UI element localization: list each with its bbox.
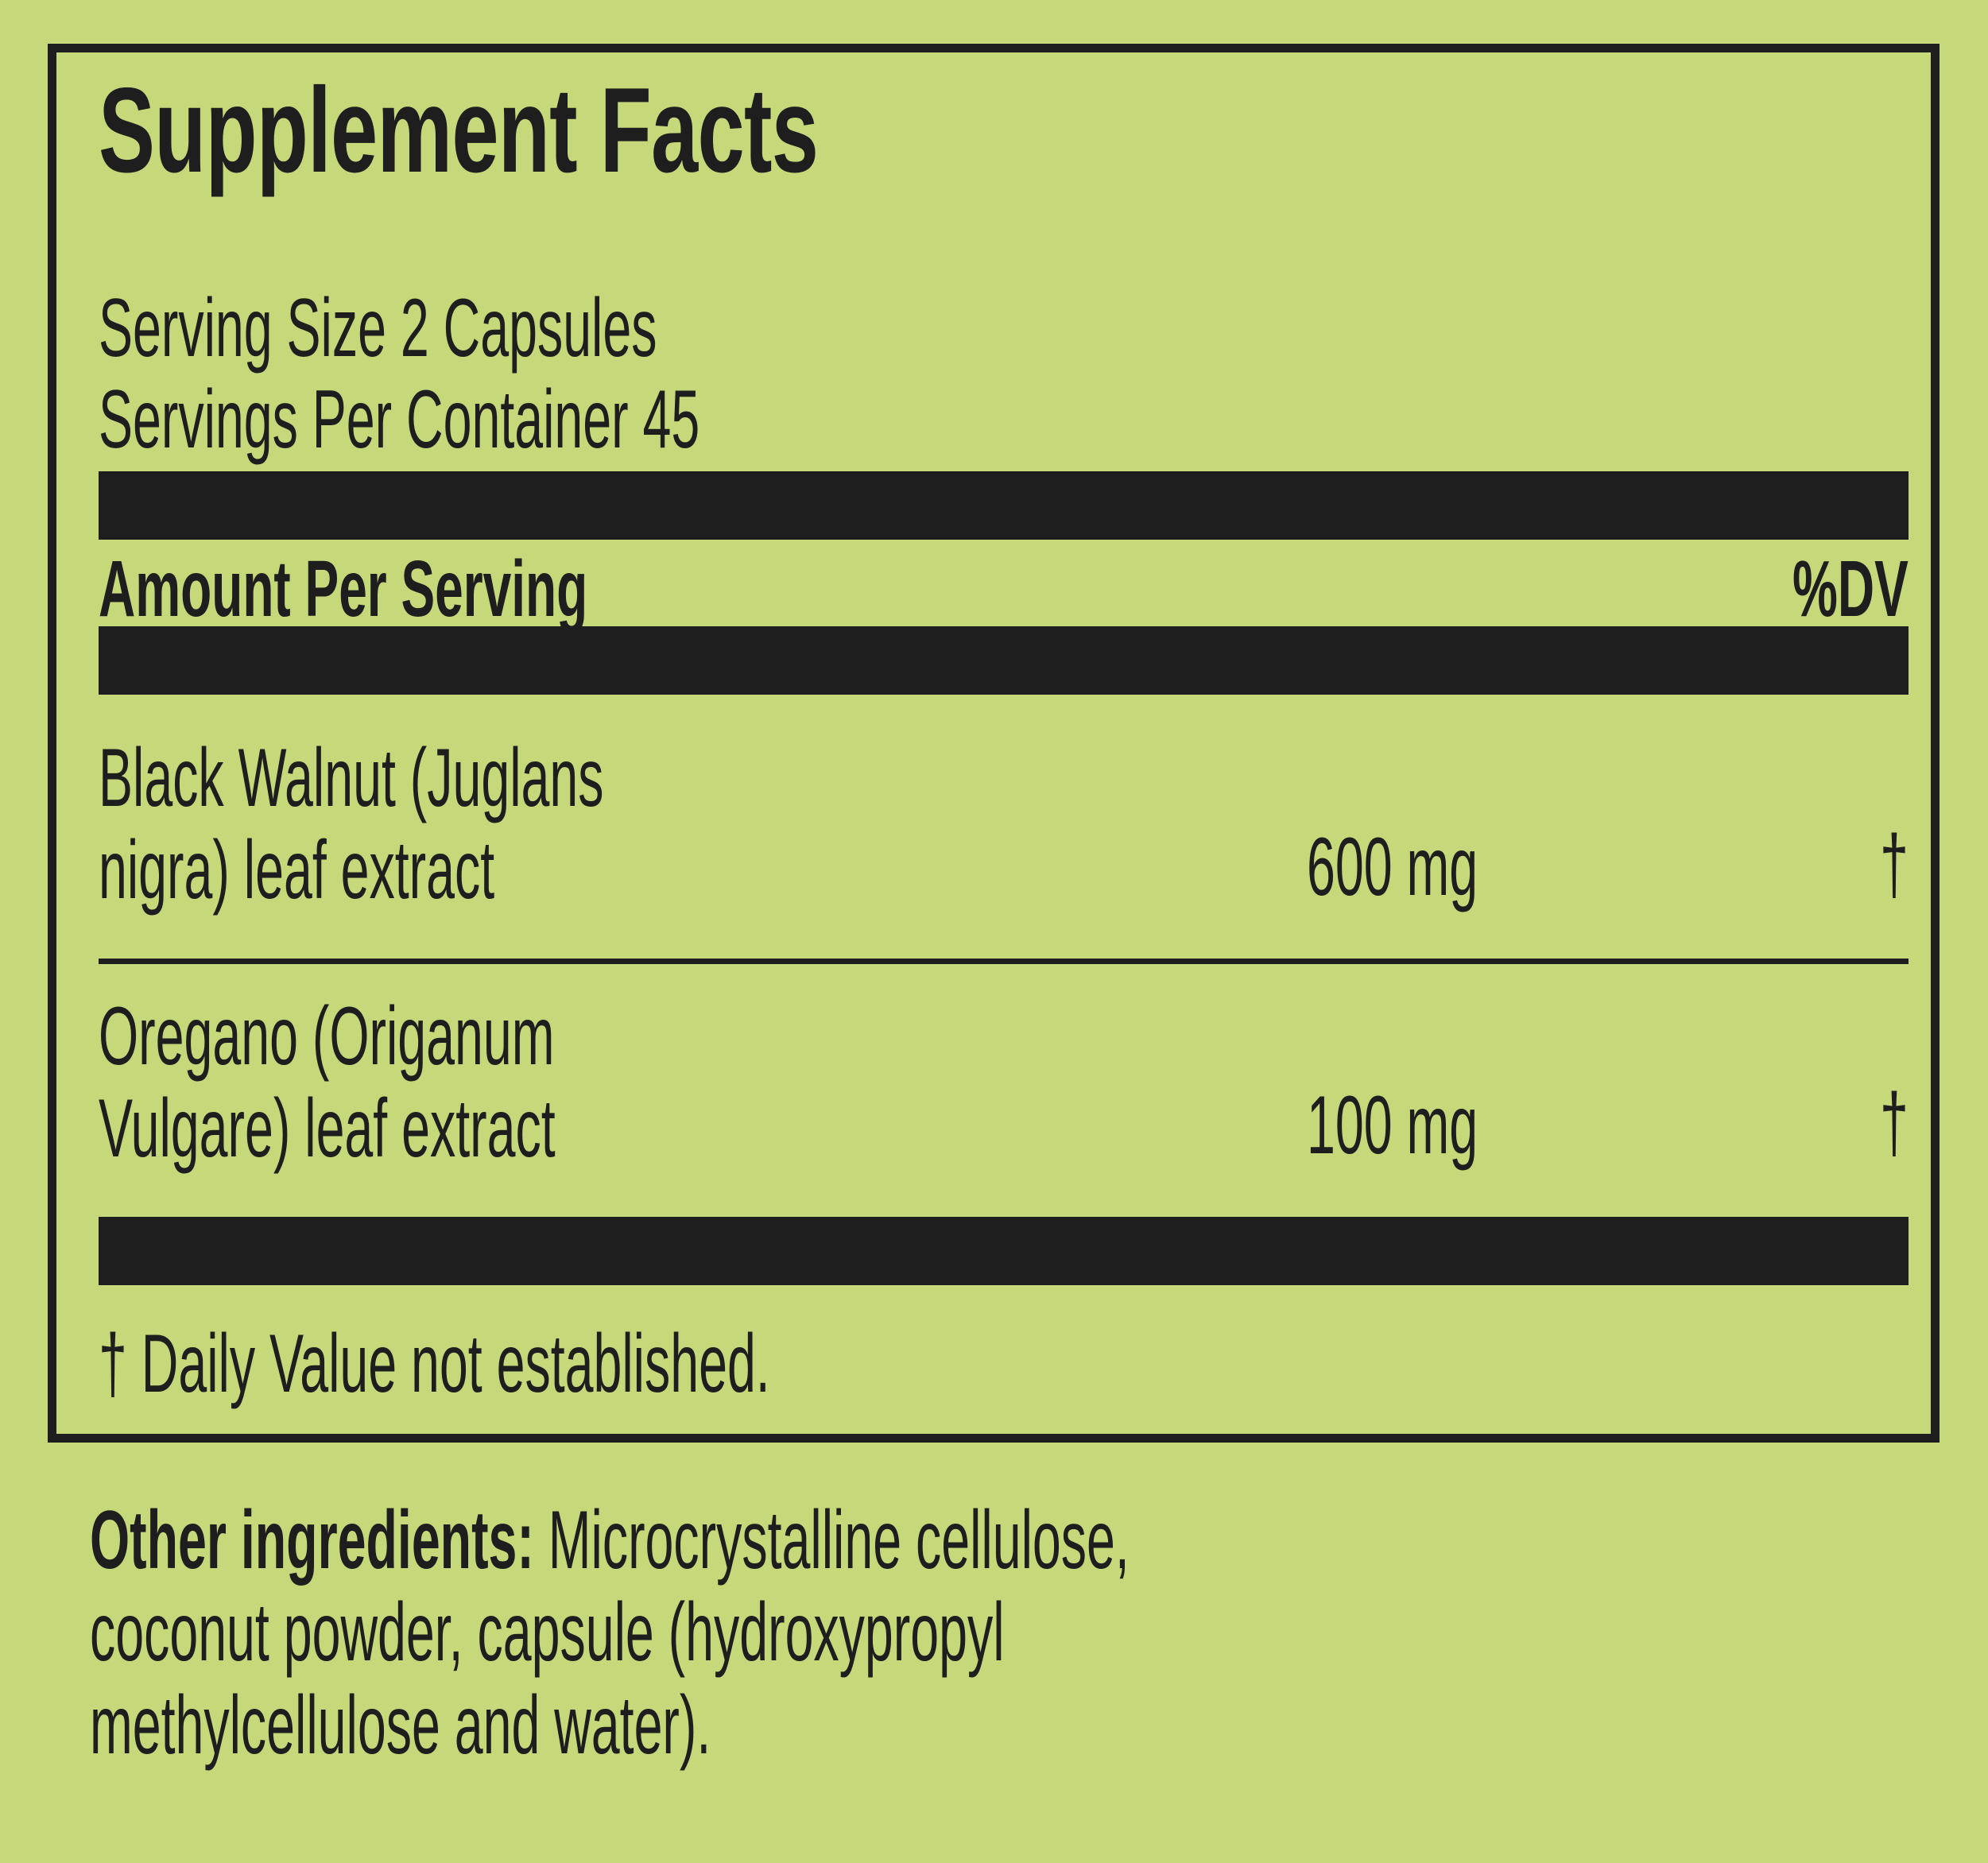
amount-per-serving-label: Amount Per Serving <box>99 544 588 633</box>
ingredient-amount: 600 mg <box>1307 821 1478 913</box>
serving-size-text: Serving Size 2 Capsules <box>99 282 657 374</box>
ingredient-daily-value: † <box>1880 1077 1909 1169</box>
other-ingredients-text: Microcrystalline cellulose, coconut powd… <box>90 1494 1144 1772</box>
table-header-row: Amount Per Serving %DV <box>99 549 1909 629</box>
divider-thick-under-header <box>99 626 1909 695</box>
daily-value-footnote: † Daily Value not established. <box>99 1318 770 1410</box>
other-ingredients-label: Other ingredients: <box>90 1494 534 1586</box>
ingredient-name: Oregano (Origanum Vulgare) leaf extract <box>99 990 556 1176</box>
table-row: Oregano (Origanum Vulgare) leaf extract … <box>99 990 1909 1189</box>
divider-thick-bottom <box>99 1217 1909 1285</box>
percent-dv-label: %DV <box>1792 544 1909 633</box>
supplement-facts-panel: Supplement Facts Serving Size 2 Capsules… <box>48 44 1940 1443</box>
ingredient-name: Black Walnut (Juglans nigra) leaf extrac… <box>99 732 604 917</box>
ingredient-amount: 100 mg <box>1307 1079 1478 1172</box>
divider-thin-between-rows <box>99 959 1909 964</box>
servings-per-container-text: Servings Per Container 45 <box>99 374 700 466</box>
other-ingredients-block: Other ingredients: Microcrystalline cell… <box>90 1494 1223 1772</box>
page-title: Supplement Facts <box>99 63 819 198</box>
ingredient-daily-value: † <box>1880 819 1909 911</box>
divider-thick-top <box>99 471 1909 540</box>
table-row: Black Walnut (Juglans nigra) leaf extrac… <box>99 732 1909 931</box>
